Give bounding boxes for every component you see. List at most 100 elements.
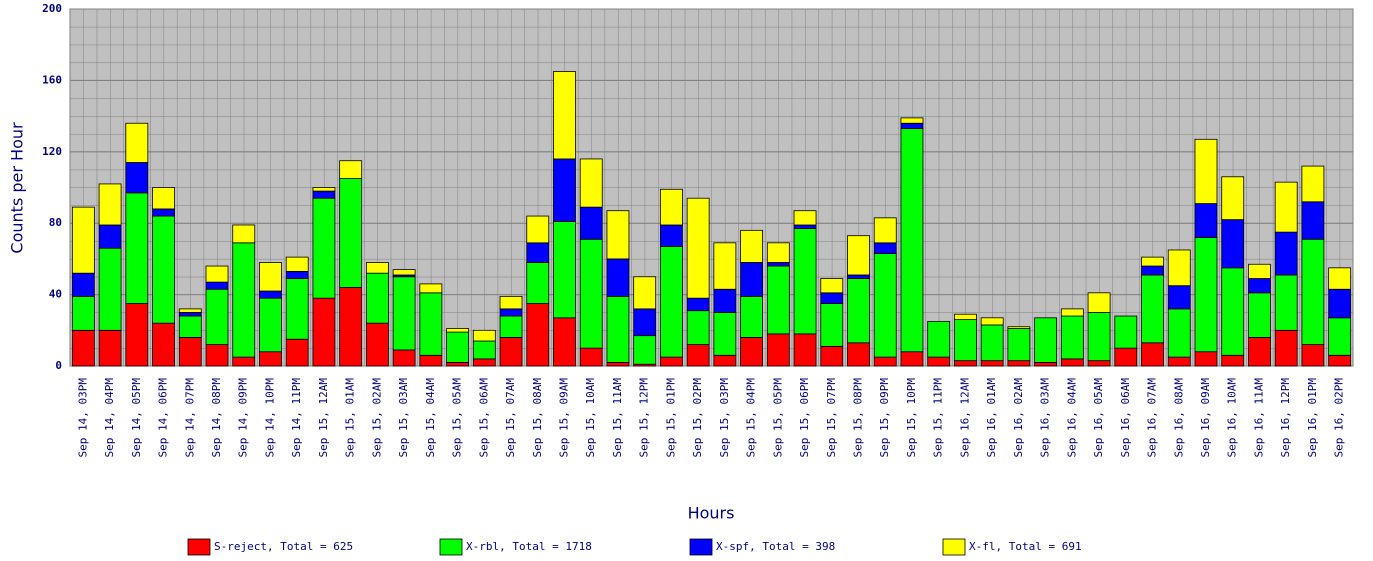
bar-segment bbox=[339, 160, 363, 179]
bar-segment bbox=[152, 215, 175, 324]
bar-segment bbox=[660, 224, 683, 247]
bar-segment bbox=[660, 356, 683, 367]
bar-segment bbox=[1087, 312, 1111, 362]
bar-segment bbox=[259, 262, 282, 292]
bar-segment bbox=[606, 295, 630, 363]
bar-segment bbox=[1274, 231, 1298, 276]
bar-segment bbox=[820, 303, 844, 347]
y-tick-label: 200 bbox=[42, 2, 62, 15]
x-tick-label: Sep 15, 12PM bbox=[638, 378, 651, 458]
x-tick-label: Sep 15, 10AM bbox=[584, 378, 597, 458]
bar-segment bbox=[499, 337, 523, 367]
x-tick-label: Sep 16, 01PM bbox=[1306, 378, 1319, 458]
bar-segment bbox=[419, 354, 443, 367]
bar-segment bbox=[954, 360, 977, 367]
bar-segment bbox=[954, 313, 977, 320]
bar-segment bbox=[1301, 344, 1325, 367]
bar-segment bbox=[1167, 285, 1191, 310]
bar-segment bbox=[900, 117, 924, 124]
bar-segment bbox=[152, 208, 175, 217]
bar-segment bbox=[1167, 356, 1191, 367]
bar-segment bbox=[152, 187, 175, 210]
bar-segment bbox=[1034, 362, 1058, 367]
bar-segment bbox=[1328, 288, 1352, 319]
bar-segment bbox=[259, 290, 282, 299]
bar-segment bbox=[873, 242, 897, 254]
y-tick-label: 0 bbox=[55, 359, 62, 372]
x-tick-label: Sep 15, 11PM bbox=[932, 378, 945, 458]
bar-segment bbox=[847, 278, 870, 344]
legend-label: X-fl, Total = 691 bbox=[969, 540, 1082, 553]
bar-segment bbox=[820, 345, 844, 367]
bar-segment bbox=[365, 272, 389, 324]
bar-segment bbox=[472, 340, 496, 360]
bar-segment bbox=[365, 322, 389, 367]
bar-segment bbox=[1328, 354, 1352, 367]
bar-segment bbox=[579, 206, 603, 240]
bar-segment bbox=[1194, 237, 1218, 353]
bar-segment bbox=[980, 324, 1004, 362]
bar-segment bbox=[686, 197, 710, 299]
bar-segment bbox=[1301, 201, 1325, 240]
bar-segment bbox=[1328, 317, 1352, 356]
x-tick-label: Sep 15, 04AM bbox=[424, 378, 437, 458]
bar-segment bbox=[740, 337, 763, 367]
bar-segment bbox=[873, 217, 897, 244]
bar-segment bbox=[633, 335, 657, 365]
bar-segment bbox=[312, 190, 336, 199]
bar-segment bbox=[954, 319, 977, 362]
x-tick-label: Sep 16, 12AM bbox=[958, 378, 971, 458]
x-tick-label: Sep 15, 02AM bbox=[370, 378, 383, 458]
x-tick-label: Sep 14, 09PM bbox=[237, 378, 250, 458]
bar-segment bbox=[606, 258, 630, 297]
bar-segment bbox=[553, 221, 576, 319]
bar-segment bbox=[125, 122, 149, 163]
bar-segment bbox=[1248, 263, 1271, 279]
bar-segment bbox=[686, 310, 710, 345]
bar-segment bbox=[1221, 219, 1245, 269]
bar-segment bbox=[499, 295, 523, 310]
bar-segment bbox=[526, 242, 550, 263]
bar-segment bbox=[579, 238, 603, 349]
bar-segment bbox=[660, 246, 683, 358]
bar-segment bbox=[98, 183, 122, 226]
x-tick-label: Sep 15, 01AM bbox=[344, 378, 357, 458]
bar-segment bbox=[713, 354, 737, 367]
bar-segment bbox=[1274, 329, 1298, 367]
bar-segment bbox=[847, 235, 870, 276]
bar-segment bbox=[1007, 328, 1031, 362]
bar-segment bbox=[766, 265, 790, 335]
bar-segment bbox=[392, 349, 416, 367]
x-tick-label: Sep 15, 04PM bbox=[745, 378, 758, 458]
bar-segment bbox=[1248, 292, 1271, 338]
bar-segment bbox=[766, 262, 790, 267]
bar-segment bbox=[312, 197, 336, 299]
x-tick-label: Sep 15, 05AM bbox=[451, 378, 464, 458]
bar-segment bbox=[1194, 351, 1218, 367]
bar-segment bbox=[1194, 138, 1218, 204]
x-tick-label: Sep 16, 07AM bbox=[1146, 378, 1159, 458]
bar-segment bbox=[847, 342, 870, 367]
bar-segment bbox=[98, 224, 122, 249]
bar-segment bbox=[713, 242, 737, 290]
x-tick-label: Sep 16, 04AM bbox=[1065, 378, 1078, 458]
bar-segment bbox=[873, 356, 897, 367]
bar-segment bbox=[793, 224, 817, 229]
bar-segment bbox=[446, 362, 469, 367]
bar-segment bbox=[178, 312, 202, 317]
bar-segment bbox=[927, 356, 951, 367]
bar-segment bbox=[1114, 315, 1138, 349]
bar-segment bbox=[339, 287, 363, 367]
bar-segment bbox=[178, 315, 202, 338]
bar-segment bbox=[71, 329, 95, 367]
bar-segment bbox=[740, 229, 763, 263]
x-tick-label: Sep 14, 06PM bbox=[157, 378, 170, 458]
x-tick-label: Sep 16, 05AM bbox=[1092, 378, 1105, 458]
bar-segment bbox=[1328, 267, 1352, 290]
bar-segment bbox=[285, 256, 309, 272]
bar-segment bbox=[713, 288, 737, 313]
bar-segment bbox=[1141, 256, 1164, 267]
bar-segment bbox=[1221, 176, 1245, 221]
bar-segment bbox=[419, 292, 443, 356]
